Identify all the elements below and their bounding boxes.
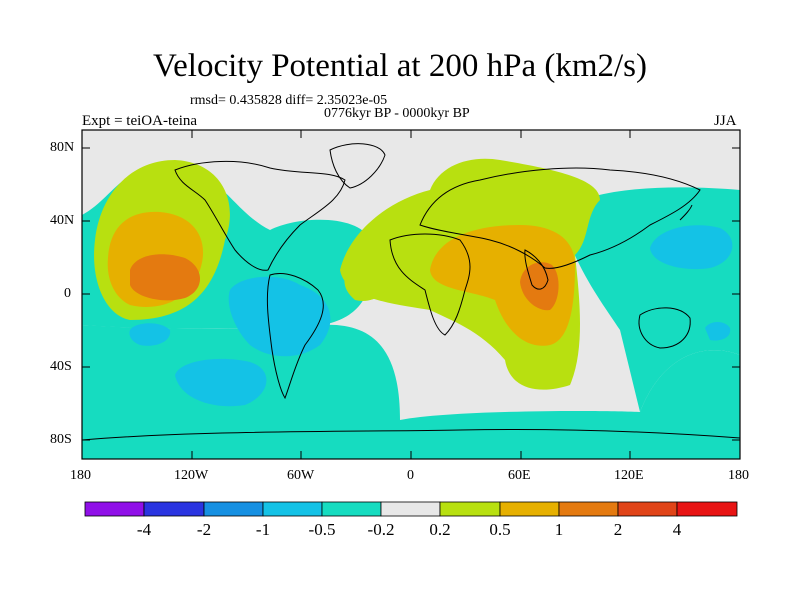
colorbar-box-5	[321, 501, 382, 517]
lat-label-80s: 80S	[50, 432, 72, 447]
colorbar-box-8	[499, 501, 560, 517]
colorbar-box-3	[203, 501, 264, 517]
colorbar-box-4	[262, 501, 323, 517]
nw-pacific-blue	[650, 225, 733, 270]
lon-label-60e: 60E	[508, 468, 531, 483]
lon-tick-marks	[81, 130, 741, 459]
south-pacific-blue	[175, 358, 267, 407]
colorbar-label-2: -2	[196, 520, 212, 539]
colorbar-box-6	[380, 501, 441, 517]
season-label: JJA	[714, 113, 737, 129]
lon-label-60w: 60W	[287, 468, 315, 483]
colorbar-label-7: 0.5	[489, 520, 511, 539]
lon-label-180e: 180	[728, 468, 749, 483]
lat-label-40n: 40N	[50, 213, 75, 228]
colorbar-box-2	[143, 501, 205, 517]
map-title: Velocity Potential at 200 hPa (km2/s)	[152, 48, 648, 84]
lat-label-eq: 0	[64, 286, 71, 301]
southern-ocean-band	[82, 324, 740, 459]
colorbar-label-10: 4	[672, 520, 682, 539]
indian-max	[520, 262, 559, 311]
colorbar-box-7	[439, 501, 501, 517]
colorbar-box-9	[558, 501, 619, 517]
period-label: 0776kyr BP - 0000kyr BP	[324, 106, 470, 121]
colorbar-box-1	[84, 501, 145, 517]
colorbar	[84, 501, 738, 517]
colorbar-label-6: 0.2	[429, 520, 451, 539]
lat-label-40s: 40S	[50, 359, 72, 374]
colorbar-label-3: -1	[255, 520, 271, 539]
contour-fill	[82, 130, 740, 459]
lat-tick-marks	[82, 147, 740, 441]
lon-label-180w: 180	[70, 468, 91, 483]
colorbar-label-9: 2	[613, 520, 623, 539]
colorbar-box-11	[676, 501, 738, 517]
colorbar-box-10	[617, 501, 678, 517]
colorbar-label-5: -0.2	[367, 520, 395, 539]
experiment-label: Expt = teiOA-teina	[82, 113, 198, 129]
colorbar-label-4: -0.5	[308, 520, 336, 539]
lon-label-120e: 120E	[614, 468, 644, 483]
coastlines	[82, 143, 740, 441]
stats-label: rmsd= 0.435828 diff= 2.35023e-05	[190, 93, 388, 108]
colorbar-label-1: -4	[136, 520, 152, 539]
lon-label-0: 0	[407, 468, 414, 483]
south-america-blue	[228, 276, 331, 357]
east-pacific-max	[130, 254, 200, 301]
colorbar-label-8: 1	[554, 520, 564, 539]
atlantic-green	[344, 262, 391, 301]
small-pacific-blue	[129, 323, 171, 346]
sw-pacific-blue	[705, 322, 731, 341]
indian-orange	[430, 225, 575, 346]
lat-label-80n: 80N	[50, 140, 75, 155]
lon-label-120w: 120W	[174, 468, 209, 483]
